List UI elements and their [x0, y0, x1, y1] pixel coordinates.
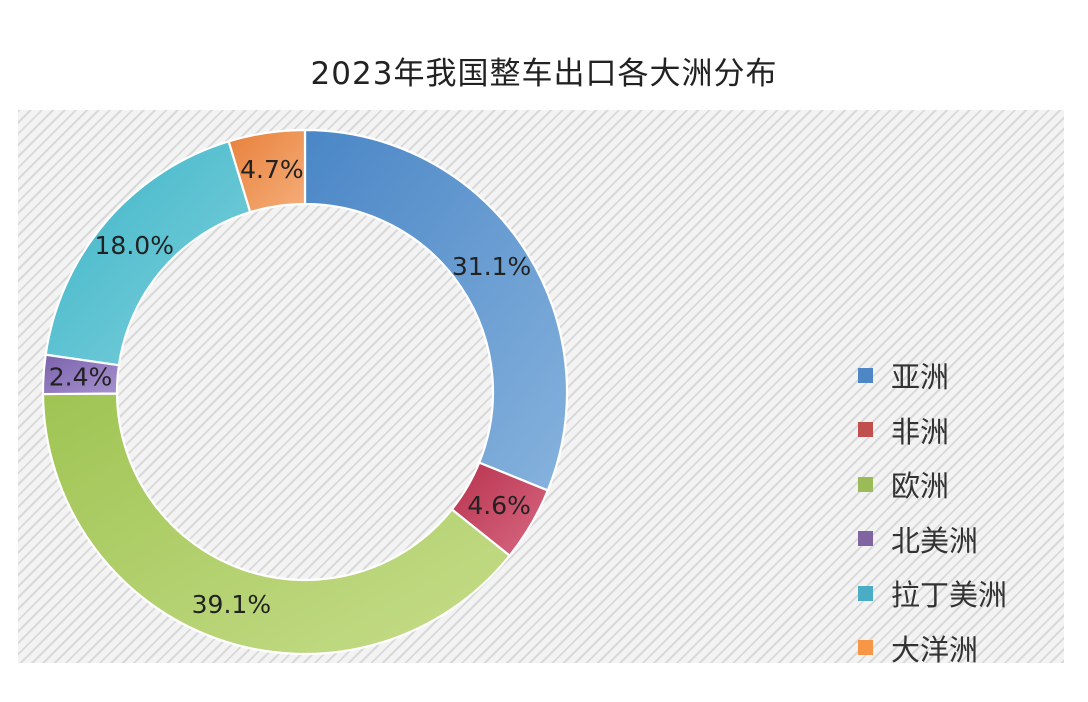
- legend-swatch: [858, 531, 873, 547]
- slice-label-5: 4.7%: [240, 155, 304, 184]
- slice-label-4: 18.0%: [95, 231, 174, 260]
- slice-label-1: 4.6%: [467, 491, 531, 520]
- donut-slice-2: [41, 392, 512, 656]
- donut-slice-0: [303, 128, 569, 492]
- legend-item: 非洲: [858, 403, 1007, 458]
- legend-label: 亚洲: [891, 360, 950, 395]
- slice-label-3: 2.4%: [49, 362, 113, 391]
- legend-swatch: [858, 585, 873, 601]
- donut-chart: 31.1% 4.6% 39.1% 2.4% 18.0% 4.7%: [41, 128, 569, 656]
- legend-item: 欧洲: [858, 457, 1007, 512]
- legend-swatch: [858, 640, 873, 656]
- legend-item: 拉丁美洲: [858, 566, 1007, 621]
- legend-label: 北美洲: [891, 523, 979, 558]
- legend-label: 拉丁美洲: [891, 578, 1008, 613]
- legend-swatch: [858, 476, 873, 492]
- donut-slice-5: [227, 128, 307, 214]
- legend-item: 北美洲: [858, 512, 1007, 567]
- legend-swatch: [858, 422, 873, 438]
- legend: 亚洲非洲欧洲北美洲拉丁美洲大洋洲: [858, 348, 1007, 675]
- legend-label: 非洲: [891, 414, 950, 449]
- chart-title: 2023年我国整车出口各大洲分布: [310, 56, 778, 92]
- plot-area: 31.1% 4.6% 39.1% 2.4% 18.0% 4.7% 亚洲非洲欧洲北美洲拉丁美…: [18, 110, 1064, 667]
- legend-label: 欧洲: [891, 469, 950, 504]
- slice-label-0: 31.1%: [452, 252, 531, 281]
- legend-swatch: [858, 367, 873, 383]
- legend-item: 大洋洲: [858, 621, 1007, 676]
- legend-label: 大洋洲: [891, 632, 979, 667]
- slice-label-2: 39.1%: [192, 590, 271, 619]
- legend-item: 亚洲: [858, 348, 1007, 403]
